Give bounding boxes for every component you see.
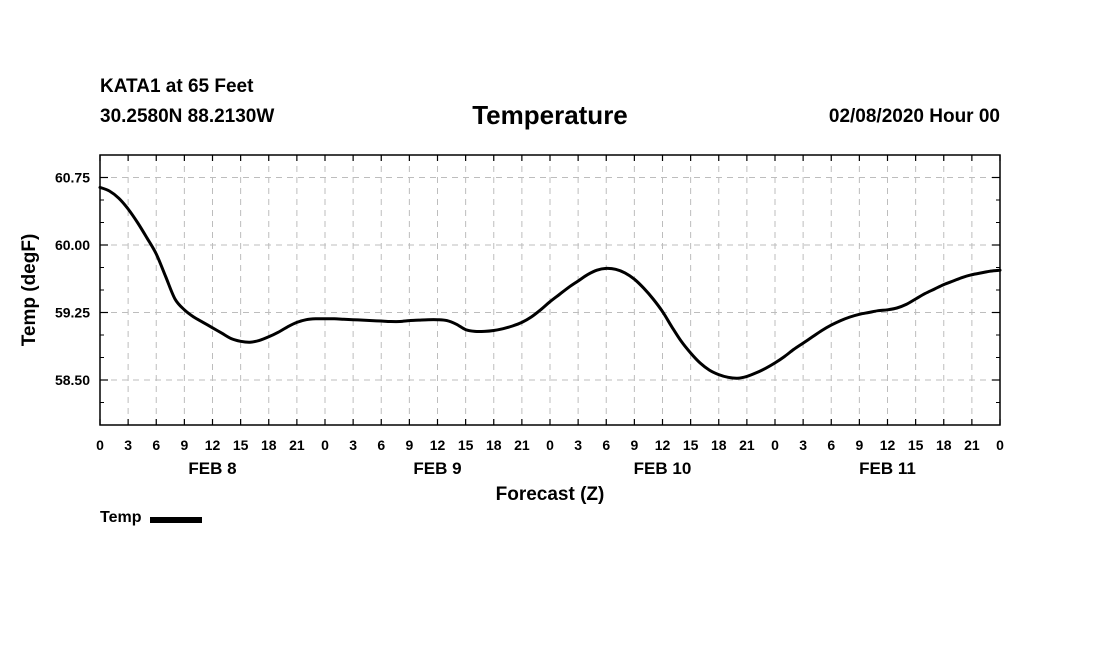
y-axis-title: Temp (degF) [19, 234, 40, 347]
day-label: FEB 9 [413, 459, 461, 478]
x-tick-label: 0 [771, 437, 779, 453]
x-tick-label: 0 [996, 437, 1004, 453]
x-tick-label: 9 [855, 437, 863, 453]
chart-title: Temperature [472, 100, 628, 130]
x-tick-label: 15 [908, 437, 924, 453]
series-layer [98, 185, 1002, 380]
x-tick-label: 21 [964, 437, 980, 453]
y-tick-label: 60.75 [55, 170, 90, 186]
legend: Temp [100, 509, 203, 527]
coordinates-label: 30.2580N 88.2130W [100, 106, 275, 127]
x-tick-label: 15 [233, 437, 249, 453]
day-label: FEB 10 [634, 459, 692, 478]
x-tick-label: 12 [880, 437, 896, 453]
x-tick-label: 6 [602, 437, 610, 453]
x-tick-label: 3 [124, 437, 132, 453]
x-tick-label: 0 [546, 437, 554, 453]
temp-series-line [98, 185, 1002, 380]
grid-layer [100, 155, 1000, 425]
day-label: FEB 8 [188, 459, 236, 478]
y-tick-label: 60.00 [55, 237, 90, 253]
x-tick-label: 21 [514, 437, 530, 453]
x-tick-label: 3 [349, 437, 357, 453]
x-tick-label: 6 [377, 437, 385, 453]
x-tick-label: 12 [205, 437, 221, 453]
x-tick-label: 9 [630, 437, 638, 453]
x-tick-label: 3 [799, 437, 807, 453]
x-tick-label: 6 [152, 437, 160, 453]
x-tick-label: 15 [458, 437, 474, 453]
x-axis-title: Forecast (Z) [496, 484, 605, 505]
legend-line-swatch [150, 516, 203, 523]
x-tick-label: 0 [96, 437, 104, 453]
x-tick-label: 9 [405, 437, 413, 453]
x-tick-label: 18 [936, 437, 952, 453]
x-tick-label: 18 [711, 437, 727, 453]
x-tick-label: 21 [739, 437, 755, 453]
x-tick-label: 18 [261, 437, 277, 453]
x-tick-label: 6 [827, 437, 835, 453]
station-label: KATA1 at 65 Feet [100, 76, 254, 97]
x-tick-label: 21 [289, 437, 305, 453]
y-tick-label: 58.50 [55, 372, 90, 388]
x-tick-label: 12 [430, 437, 446, 453]
day-label: FEB 11 [859, 459, 916, 478]
x-tick-label: 0 [321, 437, 329, 453]
legend-label: Temp [100, 509, 142, 526]
plot-frame [99, 154, 1001, 426]
x-tick-label: 12 [655, 437, 671, 453]
y-tick-label: 59.25 [55, 305, 90, 321]
x-tick-label: 15 [683, 437, 699, 453]
label-layer: 58.50 59.25 60.00 60.75 0 3 6 9 12 15 18 21 0 3 6 9 12 15… [55, 170, 1004, 479]
x-tick-label: 3 [574, 437, 582, 453]
x-tick-label: 9 [180, 437, 188, 453]
run-time-label: 02/08/2020 Hour 00 [828, 106, 1000, 127]
x-tick-label: 18 [486, 437, 502, 453]
